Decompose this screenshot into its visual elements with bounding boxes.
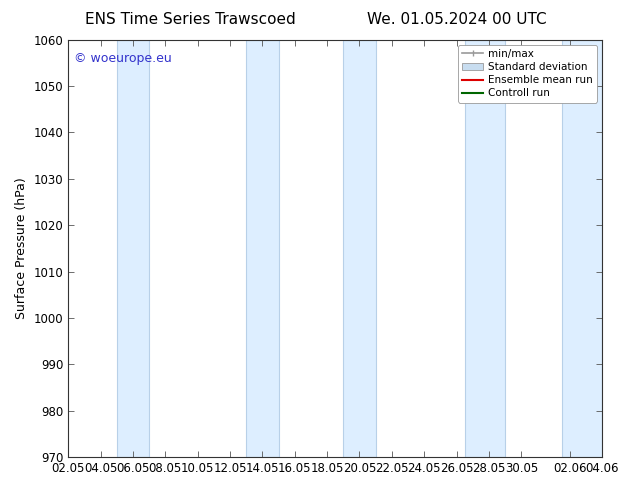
- Text: © woeurope.eu: © woeurope.eu: [74, 52, 171, 65]
- Bar: [246, 40, 278, 457]
- Bar: [562, 40, 602, 457]
- Bar: [465, 40, 505, 457]
- Text: ENS Time Series Trawscoed: ENS Time Series Trawscoed: [85, 12, 295, 27]
- Bar: [343, 40, 376, 457]
- Bar: [117, 40, 149, 457]
- Y-axis label: Surface Pressure (hPa): Surface Pressure (hPa): [15, 177, 28, 319]
- Legend: min/max, Standard deviation, Ensemble mean run, Controll run: min/max, Standard deviation, Ensemble me…: [458, 45, 597, 102]
- Text: We. 01.05.2024 00 UTC: We. 01.05.2024 00 UTC: [366, 12, 547, 27]
